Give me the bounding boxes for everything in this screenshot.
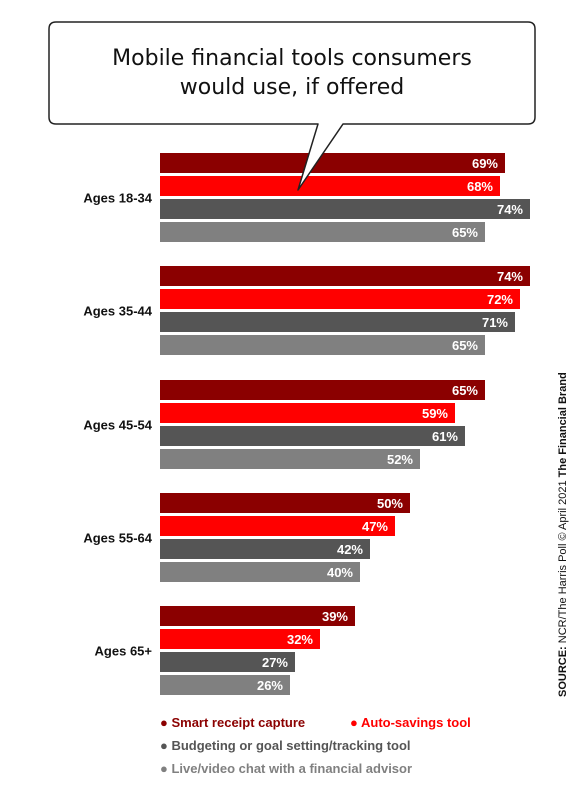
speech-bubble <box>48 21 536 191</box>
bar-value-label: 39% <box>322 609 348 624</box>
bar-value-label: 50% <box>377 496 403 511</box>
bar-value-label: 59% <box>422 406 448 421</box>
bar-value-label: 32% <box>287 632 313 647</box>
bar-ages-55-64-smart-receipt-capture <box>160 493 410 513</box>
group-label-ages-55-64: Ages 55-64 <box>83 531 152 546</box>
bar-ages-55-64-budgeting-or-goal-setting-tracking-tool <box>160 539 370 559</box>
bar-ages-45-54-smart-receipt-capture <box>160 380 485 400</box>
legend-item-budgeting: ● Budgeting or goal setting/tracking too… <box>160 738 411 753</box>
source-brand: The Financial Brand <box>557 372 569 477</box>
bar-ages-65-budgeting-or-goal-setting-tracking-tool <box>160 652 295 672</box>
bar-ages-18-34-auto-savings-tool <box>160 176 500 196</box>
group-label-ages-65: Ages 65+ <box>95 644 153 659</box>
bar-ages-45-54-live-video-chat-with-a-financial-advisor <box>160 449 420 469</box>
title-callout: Mobile financial tools consumers would u… <box>48 21 536 191</box>
bar-ages-35-44-auto-savings-tool <box>160 289 520 309</box>
legend-dot-smart-receipt: ● <box>160 715 171 730</box>
legend-dot-auto-savings: ● <box>350 715 361 730</box>
bar-value-label: 27% <box>262 655 288 670</box>
bar-ages-55-64-live-video-chat-with-a-financial-advisor <box>160 562 360 582</box>
bar-value-label: 42% <box>337 542 363 557</box>
legend-label-live-chat: Live/video chat with a financial advisor <box>171 761 412 776</box>
legend: ● Smart receipt capture ● Auto-savings t… <box>160 715 471 776</box>
bar-ages-35-44-smart-receipt-capture <box>160 266 530 286</box>
chart-title-line-1: Mobile financial tools consumers <box>112 46 472 71</box>
bar-ages-18-34-budgeting-or-goal-setting-tracking-tool <box>160 199 530 219</box>
bar-ages-65-smart-receipt-capture <box>160 606 355 626</box>
legend-item-smart-receipt: ● Smart receipt capture <box>160 715 305 730</box>
group-labels: Ages 18-34 Ages 35-44 Ages 45-54 Ages 55-64… <box>83 191 152 659</box>
group-label-ages-18-34: Ages 18-34 <box>83 191 152 206</box>
legend-dot-budgeting: ● <box>160 738 171 753</box>
legend-dot-live-chat: ● <box>160 761 171 776</box>
bar-ages-65-auto-savings-tool <box>160 629 320 649</box>
bar-ages-45-54-auto-savings-tool <box>160 403 455 423</box>
bar-ages-35-44-budgeting-or-goal-setting-tracking-tool <box>160 312 515 332</box>
bar-value-label: 65% <box>452 225 478 240</box>
bar-value-label: 26% <box>257 678 283 693</box>
bar-value-label: 74% <box>497 269 523 284</box>
bar-value-label: 72% <box>487 292 513 307</box>
bar-value-label: 65% <box>452 338 478 353</box>
group-label-ages-45-54: Ages 45-54 <box>83 418 152 433</box>
bar-ages-65-live-video-chat-with-a-financial-advisor <box>160 675 290 695</box>
bar-value-label: 47% <box>362 519 388 534</box>
source-credit: SOURCE: NCR/The Harris Poll © April 2021… <box>557 372 569 697</box>
bar-value-label: 40% <box>327 565 353 580</box>
legend-label-smart-receipt: Smart receipt capture <box>171 715 305 730</box>
bar-ages-35-44-live-video-chat-with-a-financial-advisor <box>160 335 485 355</box>
legend-label-budgeting: Budgeting or goal setting/tracking tool <box>171 738 410 753</box>
bars-layer: 69% 68% 74% 65% 74% 72% 71% 65% 65% 59% 61% 52% 50% 4… <box>160 153 530 695</box>
bar-value-label: 74% <box>497 202 523 217</box>
bar-value-label: 68% <box>467 179 493 194</box>
bar-ages-55-64-auto-savings-tool <box>160 516 395 536</box>
bar-ages-18-34-smart-receipt-capture <box>160 153 505 173</box>
bar-value-label: 69% <box>472 156 498 171</box>
bar-ages-18-34-live-video-chat-with-a-financial-advisor <box>160 222 485 242</box>
legend-item-live-chat: ● Live/video chat with a financial advis… <box>160 761 412 776</box>
bar-value-label: 65% <box>452 383 478 398</box>
legend-item-auto-savings: ● Auto-savings tool <box>350 715 471 730</box>
bar-ages-45-54-budgeting-or-goal-setting-tracking-tool <box>160 426 465 446</box>
bar-value-label: 52% <box>387 452 413 467</box>
group-label-ages-35-44: Ages 35-44 <box>83 304 152 319</box>
bar-value-label: 71% <box>482 315 508 330</box>
source-label: SOURCE: <box>557 646 569 697</box>
chart-title-line-2: would use, if offered <box>180 75 404 100</box>
bar-value-label: 61% <box>432 429 458 444</box>
legend-label-auto-savings: Auto-savings tool <box>361 715 471 730</box>
source-text: NCR/The Harris Poll © April 2021 <box>557 477 569 646</box>
